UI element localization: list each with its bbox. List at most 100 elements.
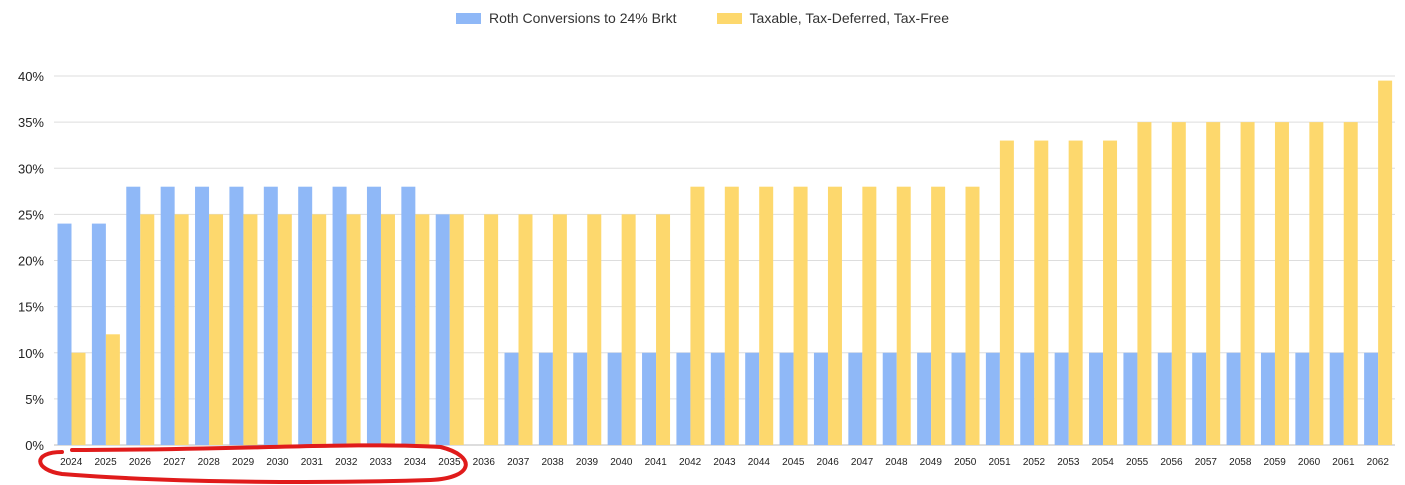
- bar-taxable: [277, 214, 292, 445]
- bar-roth: [1329, 352, 1344, 445]
- bar-roth: [57, 223, 72, 445]
- bar-roth: [298, 186, 313, 445]
- x-tick-label: 2055: [1126, 457, 1149, 468]
- x-tick-label: 2037: [507, 457, 530, 468]
- bar-taxable: [931, 186, 946, 445]
- x-tick-label: 2050: [954, 457, 977, 468]
- x-tick-label: 2043: [713, 457, 736, 468]
- bar-roth: [1123, 352, 1138, 445]
- x-tick-label: 2054: [1092, 457, 1115, 468]
- bar-roth: [1157, 352, 1172, 445]
- x-tick-label: 2024: [60, 457, 83, 468]
- x-tick-label: 2028: [198, 457, 221, 468]
- x-tick-label: 2039: [576, 457, 599, 468]
- x-tick-label: 2048: [885, 457, 908, 468]
- bar-taxable: [1068, 140, 1083, 445]
- bar-roth: [263, 186, 278, 445]
- x-tick-label: 2060: [1298, 457, 1321, 468]
- bar-roth: [401, 186, 416, 445]
- x-tick-label: 2058: [1229, 457, 1252, 468]
- legend-label-roth: Roth Conversions to 24% Brkt: [489, 10, 677, 26]
- y-tick-label: 5%: [25, 392, 44, 407]
- bar-taxable: [174, 214, 189, 445]
- x-tick-label: 2046: [817, 457, 840, 468]
- x-tick-label: 2042: [679, 457, 702, 468]
- x-tick-label: 2032: [335, 457, 358, 468]
- bar-roth: [642, 352, 657, 445]
- x-tick-label: 2053: [1057, 457, 1080, 468]
- legend: Roth Conversions to 24% Brkt Taxable, Ta…: [0, 10, 1405, 26]
- bar-taxable: [312, 214, 327, 445]
- x-tick-label: 2031: [301, 457, 324, 468]
- bar-taxable: [209, 214, 224, 445]
- bar-roth: [607, 352, 622, 445]
- bar-taxable: [965, 186, 980, 445]
- x-tick-label: 2038: [541, 457, 564, 468]
- bar-roth: [1089, 352, 1104, 445]
- bar-taxable: [793, 186, 808, 445]
- bar-roth: [332, 186, 347, 445]
- legend-item-roth[interactable]: Roth Conversions to 24% Brkt: [456, 10, 677, 26]
- legend-item-taxable[interactable]: Taxable, Tax-Deferred, Tax-Free: [716, 10, 949, 26]
- x-tick-label: 2051: [988, 457, 1011, 468]
- x-tick-label: 2057: [1195, 457, 1218, 468]
- bar-roth: [195, 186, 210, 445]
- bar-roth: [1260, 352, 1275, 445]
- bar-taxable: [484, 214, 499, 445]
- y-tick-label: 0%: [25, 438, 44, 453]
- bar-roth: [813, 352, 828, 445]
- bar-taxable: [1343, 122, 1358, 445]
- bar-roth: [985, 352, 1000, 445]
- x-tick-label: 2049: [920, 457, 943, 468]
- x-tick-label: 2026: [129, 457, 152, 468]
- bar-taxable: [896, 186, 911, 445]
- bar-roth: [126, 186, 141, 445]
- bar-taxable: [1103, 140, 1118, 445]
- bar-roth: [676, 352, 691, 445]
- bar-taxable: [552, 214, 567, 445]
- y-tick-label: 20%: [18, 254, 44, 269]
- bar-taxable: [656, 214, 671, 445]
- bar-taxable: [415, 214, 430, 445]
- bar-roth: [366, 186, 381, 445]
- y-tick-label: 30%: [18, 161, 44, 176]
- bar-roth: [229, 186, 244, 445]
- bar-roth: [1020, 352, 1035, 445]
- bar-roth: [779, 352, 794, 445]
- legend-swatch-taxable: [716, 12, 742, 24]
- bar-roth: [848, 352, 863, 445]
- y-tick-label: 15%: [18, 300, 44, 315]
- bar-roth: [951, 352, 966, 445]
- bar-roth: [917, 352, 932, 445]
- bar-roth: [160, 186, 175, 445]
- x-tick-label: 2045: [782, 457, 805, 468]
- bar-taxable: [243, 214, 258, 445]
- bar-taxable: [140, 214, 155, 445]
- bar-taxable: [1240, 122, 1255, 445]
- bar-taxable: [380, 214, 395, 445]
- x-tick-label: 2029: [232, 457, 255, 468]
- bar-taxable: [759, 186, 774, 445]
- bar-taxable: [999, 140, 1014, 445]
- x-tick-label: 2056: [1160, 457, 1183, 468]
- bar-taxable: [1274, 122, 1289, 445]
- bar-taxable: [1309, 122, 1324, 445]
- bar-roth: [435, 214, 450, 445]
- legend-swatch-roth: [456, 12, 481, 24]
- bar-taxable: [621, 214, 636, 445]
- y-tick-label: 25%: [18, 207, 44, 222]
- bar-taxable: [1206, 122, 1221, 445]
- bar-taxable: [827, 186, 842, 445]
- x-tick-label: 2047: [851, 457, 874, 468]
- bar-roth: [1295, 352, 1310, 445]
- bar-taxable: [449, 214, 464, 445]
- x-tick-label: 2052: [1023, 457, 1046, 468]
- bar-taxable: [1034, 140, 1049, 445]
- bar-roth: [1226, 352, 1241, 445]
- x-tick-label: 2062: [1367, 457, 1390, 468]
- x-tick-label: 2040: [610, 457, 633, 468]
- x-tick-label: 2044: [748, 457, 771, 468]
- x-tick-label: 2025: [94, 457, 117, 468]
